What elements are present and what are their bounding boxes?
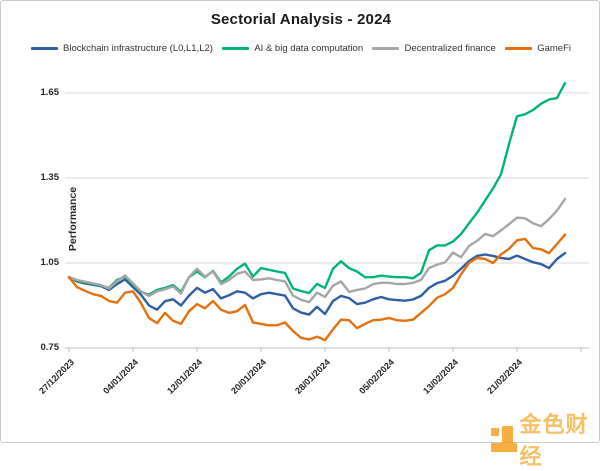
watermark: 金色财经 (491, 407, 599, 471)
legend-label: GameFi (537, 43, 571, 54)
y-tick-label: 1.65 (40, 87, 60, 98)
legend-swatch-icon (505, 46, 533, 51)
series-line-decentralized-finance (67, 197, 567, 304)
legend: Blockchain infrastructure (L0,L1,L2) AI &… (31, 43, 571, 54)
legend-label: Decentralized finance (404, 43, 496, 54)
legend-item-0: Blockchain infrastructure (L0,L1,L2) (31, 43, 213, 54)
legend-swatch-icon (31, 46, 58, 51)
watermark-text: 金色财经 (519, 412, 589, 469)
legend-label: Blockchain infrastructure (L0,L1,L2) (63, 43, 213, 54)
legend-label: AI & big data computation (254, 43, 364, 54)
legend-item-1: AI & big data computation (222, 43, 363, 54)
y-tick-label: 1.05 (40, 257, 60, 268)
legend-swatch-icon (222, 46, 250, 51)
legend-item-2: Decentralized finance (372, 43, 496, 54)
legend-swatch-icon (372, 46, 400, 51)
y-tick-label: 1.35 (40, 172, 60, 183)
jinse-finance-logo-icon (491, 426, 517, 452)
series-line-gamefi (67, 233, 567, 342)
y-axis-title: Performance (67, 186, 79, 252)
series-line-blockchain-infrastructure-l0-l1-l2 (67, 251, 567, 316)
chart-title: Sectorial Analysis - 2024 (210, 11, 392, 28)
chart-canvas (65, 81, 589, 352)
y-tick-label: 0.75 (40, 341, 60, 353)
legend-item-3: GameFi (505, 43, 571, 54)
